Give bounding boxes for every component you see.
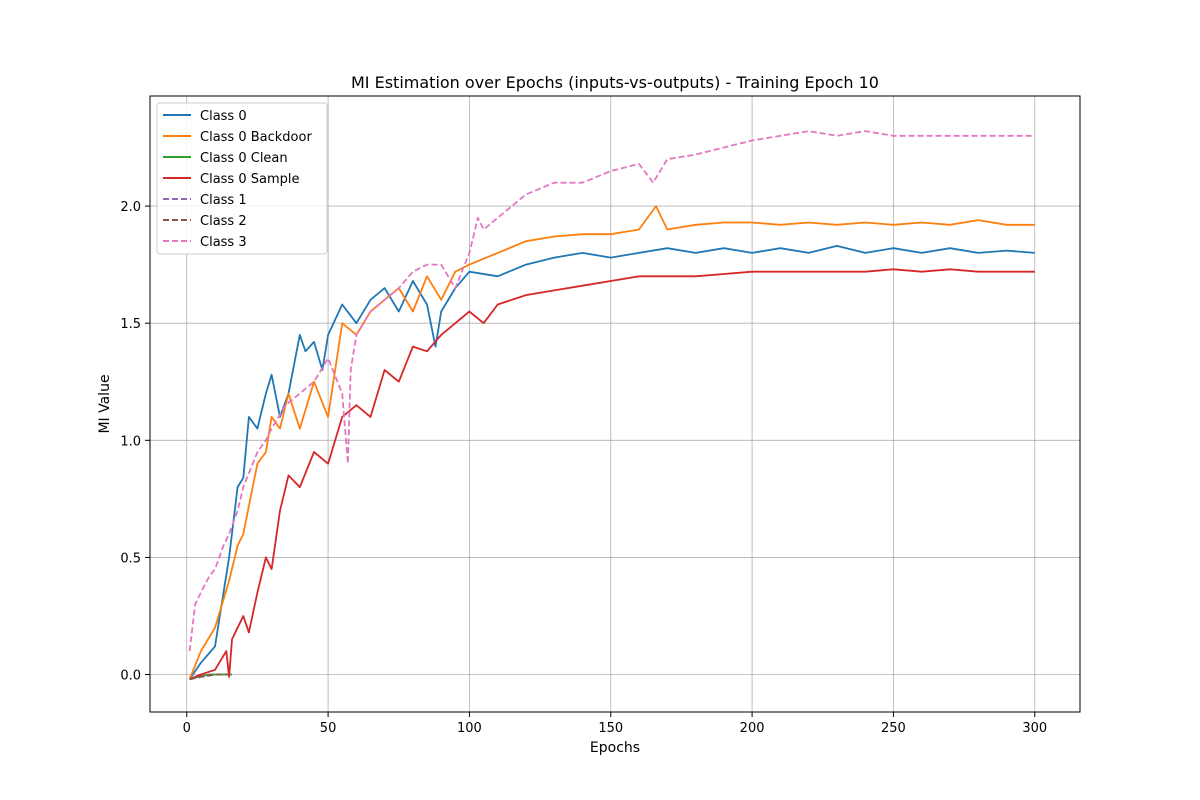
series-line-0 <box>188 244 1035 680</box>
x-tick-label: 200 <box>740 721 765 736</box>
legend-label: Class 0 Clean <box>200 151 288 166</box>
series-line-6 <box>188 130 1035 652</box>
x-axis-label: Epochs <box>590 740 640 756</box>
chart-title: MI Estimation over Epochs (inputs-vs-out… <box>351 73 879 92</box>
x-tick-label: 150 <box>598 721 623 736</box>
y-tick-label: 0.0 <box>120 669 141 684</box>
y-tick-label: 0.5 <box>120 551 141 566</box>
legend-label: Class 2 <box>200 214 247 229</box>
x-tick-label: 50 <box>320 721 337 736</box>
legend-label: Class 0 Sample <box>200 172 299 187</box>
series-line-1 <box>188 205 1035 680</box>
legend-label: Class 1 <box>200 193 247 208</box>
x-tick-label: 250 <box>881 721 906 736</box>
legend-label: Class 3 <box>200 235 247 250</box>
legend-label: Class 0 <box>200 109 247 124</box>
x-axis-ticks: 0 50 100 150 200 250 300 <box>183 712 1047 736</box>
legend-label: Class 0 Backdoor <box>200 130 312 145</box>
legend-box <box>156 102 328 255</box>
y-axis-ticks: 0.0 0.5 1.0 1.5 2.0 <box>120 200 150 684</box>
x-tick-label: 100 <box>457 721 482 736</box>
y-tick-label: 2.0 <box>120 200 141 215</box>
x-tick-label: 300 <box>1022 721 1047 736</box>
plot-area-frame <box>149 95 1081 713</box>
x-tick-label: 0 <box>183 721 191 736</box>
plot-series <box>188 130 1035 681</box>
series-line-5 <box>189 673 230 681</box>
series-line-3 <box>189 268 1035 681</box>
y-tick-label: 1.0 <box>120 434 141 449</box>
legend: Class 0 Class 0 Backdoor Class 0 Clean Clas… <box>156 102 328 255</box>
y-axis-label: MI Value <box>97 374 113 433</box>
y-tick-label: 1.5 <box>120 317 141 332</box>
